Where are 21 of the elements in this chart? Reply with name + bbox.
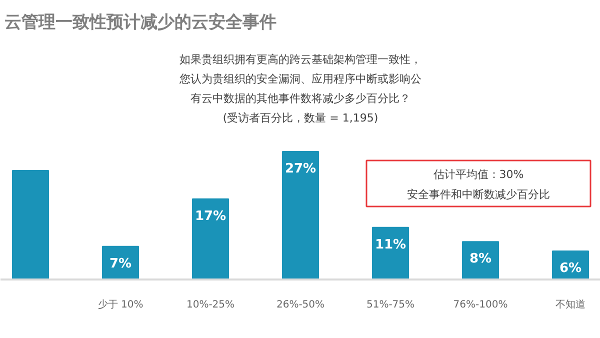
chart-subtitle: 如果贵组织拥有更高的跨云基础架构管理一致性，您认为贵组织的安全漏洞、应用程序中断或影响公有云中数据的其他事件数将减少多少百分比？ [178, 53, 422, 105]
text: (受访者百分比，数量 = 1,195) [222, 112, 378, 124]
chart-title: 云管理一致性预计减少的云安全事件 [4, 12, 276, 32]
data-label: 7% [109, 256, 132, 272]
data-label: 11% [374, 237, 406, 252]
data-label: 27% [284, 162, 316, 177]
data-label: 17% [194, 208, 226, 224]
data-label: 6% [559, 261, 582, 276]
x-tick-label: 51%-75% [366, 300, 415, 310]
bar [282, 151, 319, 280]
annotation: 估计平均值：30% [433, 168, 524, 181]
annotation: 安全事件和中断数减少百分比 [407, 188, 550, 201]
x-tick-label: 少于 10% [98, 298, 144, 310]
bar [372, 226, 409, 280]
bar [12, 170, 49, 280]
x-tick-label: 不知道 [556, 298, 586, 310]
bar [192, 198, 229, 280]
data-label: 8% [469, 252, 492, 267]
x-tick-label: 10%-25% [186, 300, 235, 310]
x-tick-label: 26%-50% [276, 300, 325, 310]
x-tick-label: 76%-100% [453, 300, 508, 310]
